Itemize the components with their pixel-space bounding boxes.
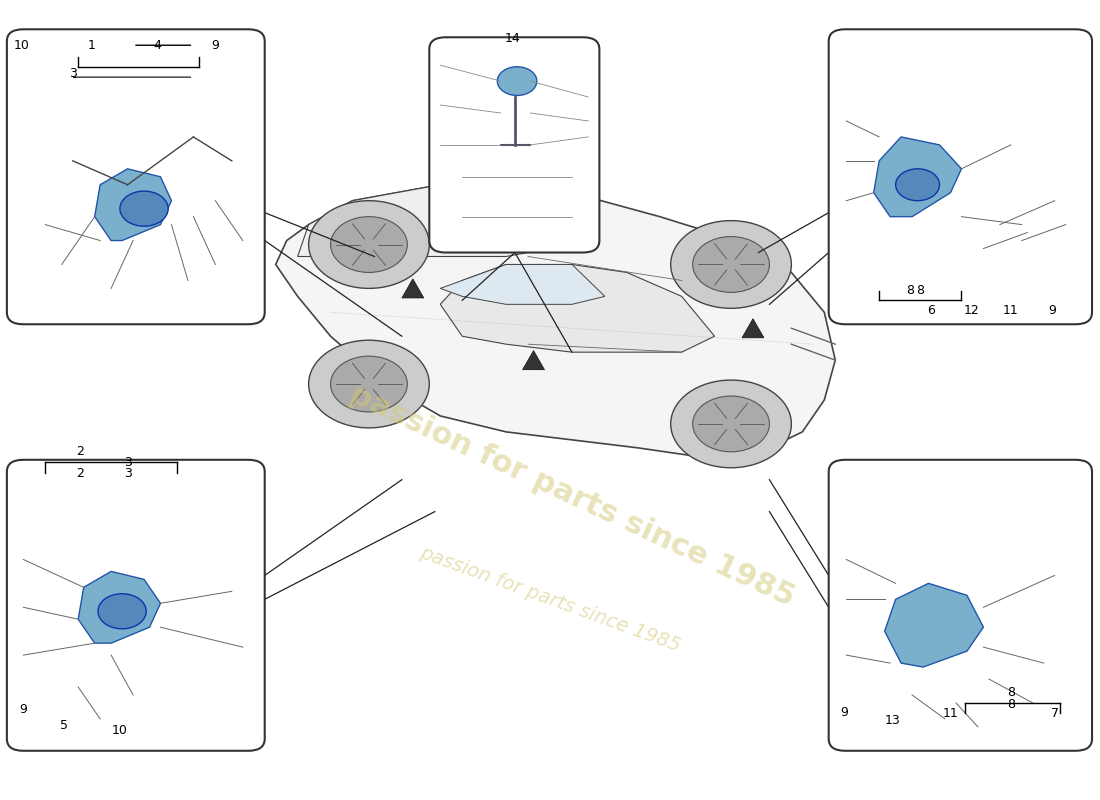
Text: 1: 1 xyxy=(87,38,96,52)
Text: 12: 12 xyxy=(964,304,979,318)
Polygon shape xyxy=(95,169,172,241)
Circle shape xyxy=(120,191,168,226)
FancyBboxPatch shape xyxy=(429,38,600,253)
Circle shape xyxy=(98,594,146,629)
Text: 14: 14 xyxy=(505,32,520,46)
Text: passion for parts since 1985: passion for parts since 1985 xyxy=(344,379,799,612)
Circle shape xyxy=(671,221,791,308)
Polygon shape xyxy=(298,185,583,257)
Text: 10: 10 xyxy=(13,38,29,52)
Polygon shape xyxy=(440,265,605,304)
Text: 4: 4 xyxy=(153,38,161,52)
FancyBboxPatch shape xyxy=(7,460,265,750)
Text: 13: 13 xyxy=(884,714,900,727)
Text: 5: 5 xyxy=(59,718,68,732)
Text: 6: 6 xyxy=(927,304,935,318)
Text: 8: 8 xyxy=(906,284,914,298)
Polygon shape xyxy=(276,185,835,456)
Text: 9: 9 xyxy=(840,706,848,719)
Text: 3: 3 xyxy=(69,66,77,80)
Text: 9: 9 xyxy=(1048,304,1056,318)
Polygon shape xyxy=(522,350,544,370)
Circle shape xyxy=(693,396,769,452)
Text: 8: 8 xyxy=(1006,698,1015,711)
Text: 2: 2 xyxy=(77,467,85,480)
Polygon shape xyxy=(402,279,424,298)
Circle shape xyxy=(331,217,407,273)
FancyBboxPatch shape xyxy=(828,30,1092,324)
Circle shape xyxy=(693,237,769,292)
Text: 8: 8 xyxy=(916,284,924,298)
Text: 2: 2 xyxy=(77,446,85,458)
Text: 8: 8 xyxy=(1006,686,1015,699)
Circle shape xyxy=(497,66,537,95)
FancyBboxPatch shape xyxy=(828,460,1092,750)
Text: 11: 11 xyxy=(943,707,958,720)
Circle shape xyxy=(309,340,429,428)
Circle shape xyxy=(331,356,407,412)
Text: 9: 9 xyxy=(211,38,219,52)
Text: 3: 3 xyxy=(123,467,132,480)
Polygon shape xyxy=(440,265,715,352)
Polygon shape xyxy=(742,318,764,338)
Text: 7: 7 xyxy=(1050,707,1058,720)
Circle shape xyxy=(671,380,791,468)
Text: 9: 9 xyxy=(20,703,28,716)
Polygon shape xyxy=(78,571,161,643)
Polygon shape xyxy=(873,137,961,217)
FancyBboxPatch shape xyxy=(7,30,265,324)
Polygon shape xyxy=(884,583,983,667)
Text: 11: 11 xyxy=(1003,304,1019,318)
Circle shape xyxy=(309,201,429,288)
Circle shape xyxy=(895,169,939,201)
Text: passion for parts since 1985: passion for parts since 1985 xyxy=(417,543,683,655)
Text: 10: 10 xyxy=(112,724,128,738)
Text: 3: 3 xyxy=(123,456,132,469)
